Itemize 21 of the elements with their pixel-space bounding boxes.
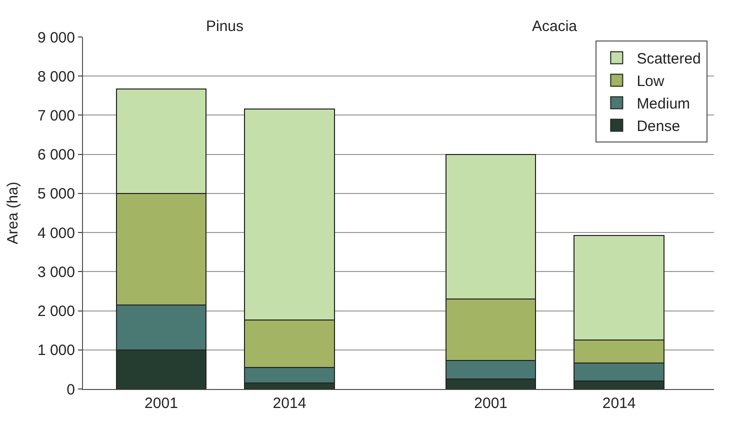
y-tick-label: 2 000 [37,303,75,320]
text: Pinus [206,18,244,35]
y-tick-label: 6 000 [37,146,75,164]
text: Acacia [532,18,578,35]
legend-label: Dense [636,118,680,136]
legend-label: Scattered [636,50,701,68]
y-tick-label: 7 000 [37,107,75,124]
x-tick-label: 2014 [272,395,306,412]
y-axis-title: Area (ha) [4,182,22,244]
y-tick-label: 1 000 [37,342,75,360]
y-tick-label: 4 000 [37,224,75,242]
x-tick-label: 2001 [474,395,508,412]
y-tick-label: 8 000 [37,68,75,86]
y-tick-label: 9 000 [37,29,75,46]
legend-label: Medium [636,96,690,113]
y-tick-label: 3 000 [37,264,75,281]
legend-label: Low [636,73,664,90]
x-tick-label: 2014 [602,395,636,412]
y-tick-label: 5 000 [37,186,75,203]
x-tick-label: 2001 [144,395,178,412]
y-tick-label: 0 [66,381,75,398]
